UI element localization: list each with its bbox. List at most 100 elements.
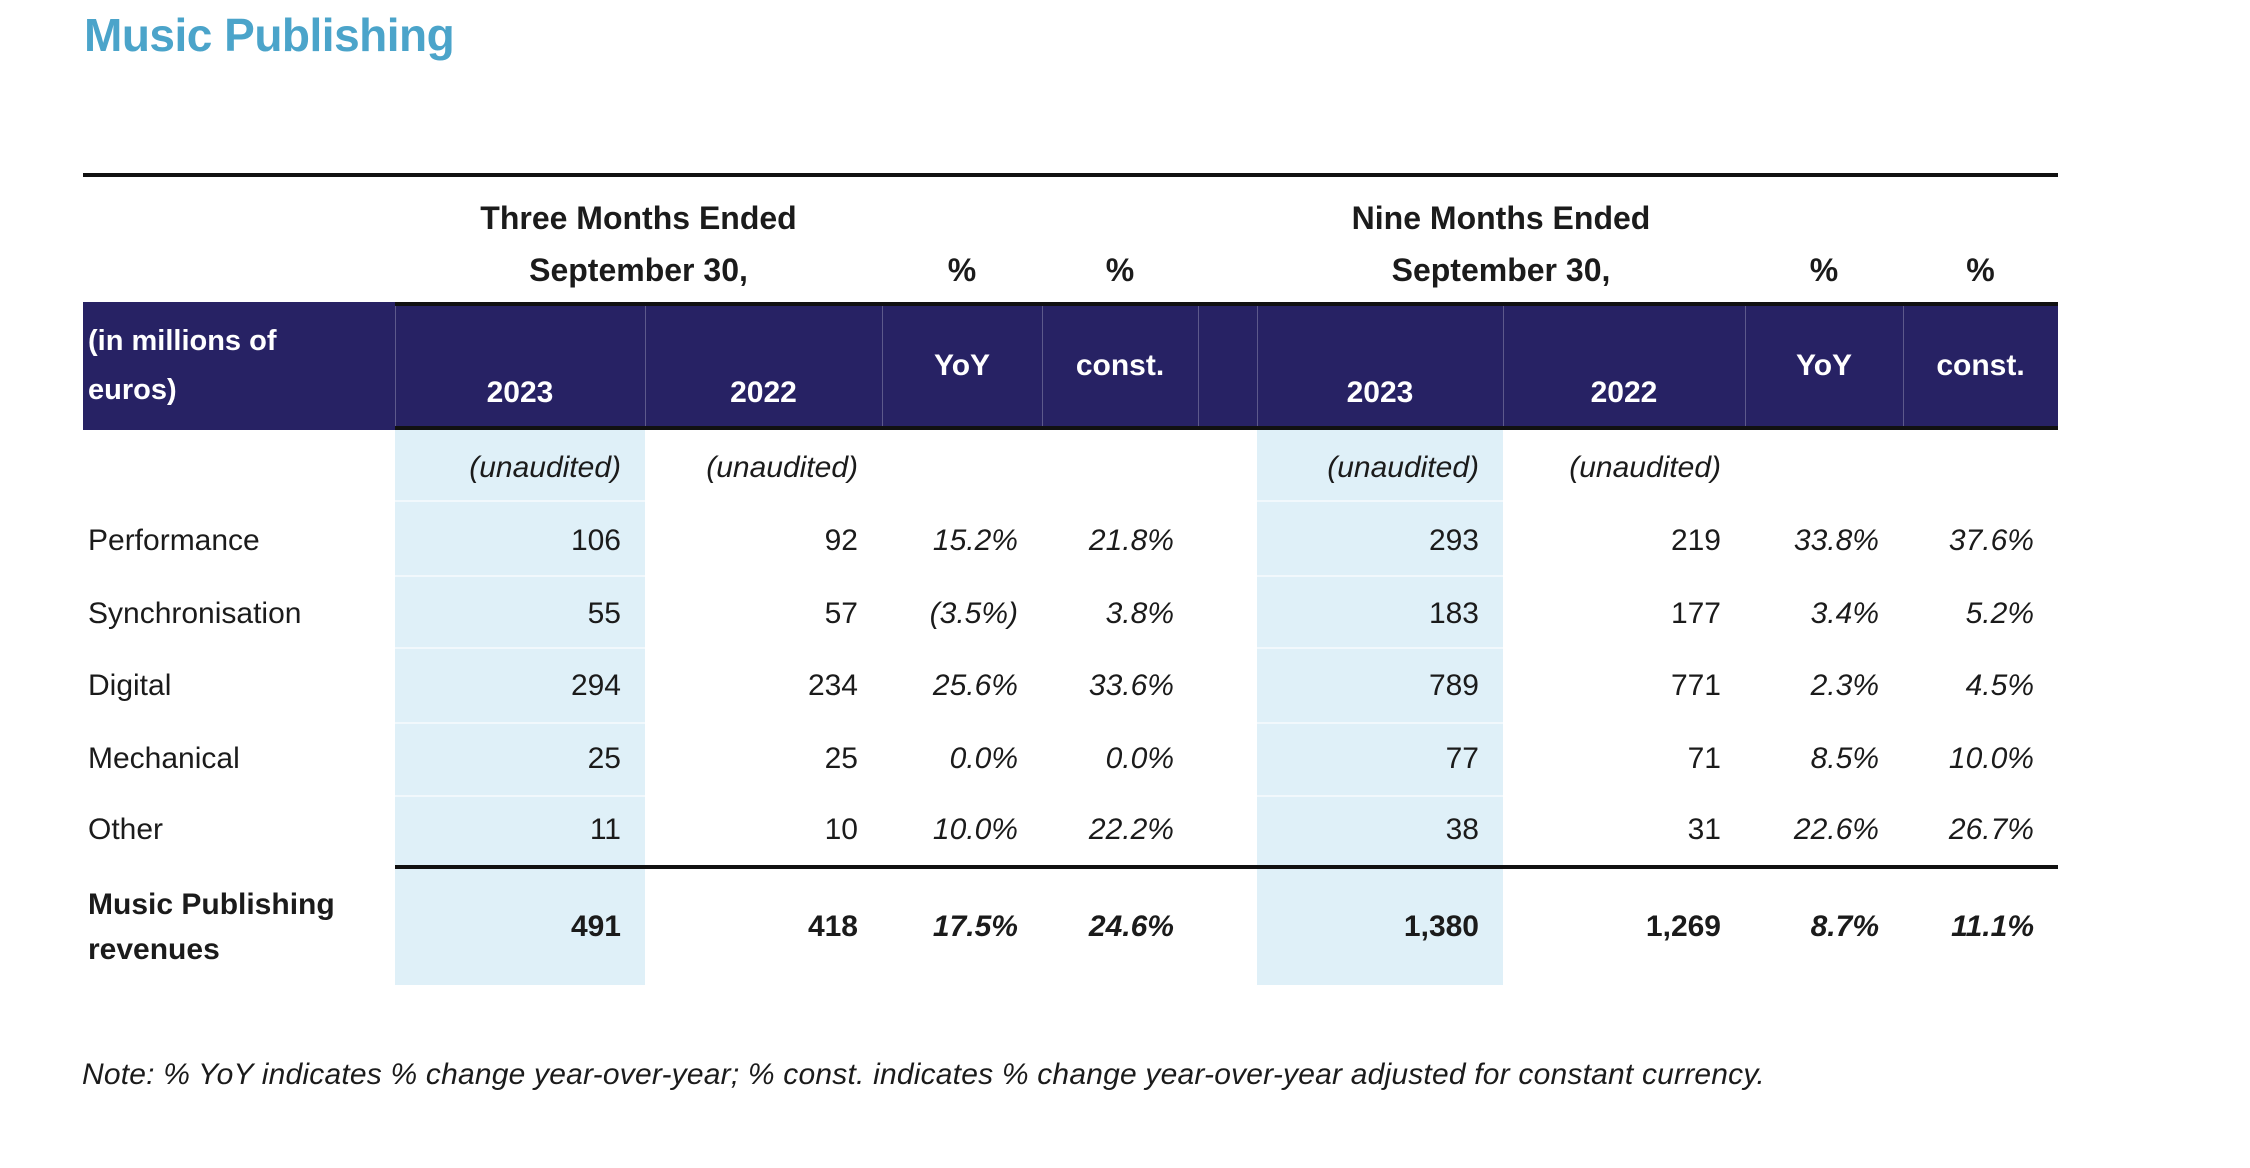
value-3m-const: 22.2% bbox=[1088, 813, 1174, 846]
value-9m-const: 10.0% bbox=[1948, 741, 2034, 775]
unit-label-line2: euros) bbox=[88, 374, 177, 406]
group-header-nine-months-date: September 30, bbox=[1391, 252, 1611, 288]
header-band bbox=[83, 302, 2058, 430]
highlight-column-9m-2023 bbox=[1257, 430, 1503, 985]
pct-header-9m-const: % bbox=[1966, 252, 1995, 288]
table-row: Other 11 10 10.0% 22.2% 38 31 22.6% 26.7… bbox=[83, 795, 2058, 865]
page-title: Music Publishing bbox=[84, 9, 455, 61]
table-row: Performance 106 92 15.2% 21.8% 293 219 3… bbox=[83, 505, 2058, 577]
value-9m-const: 26.7% bbox=[1948, 813, 2034, 846]
value-9m-yoy: 33.8% bbox=[1793, 524, 1879, 557]
row-separator bbox=[1257, 575, 1503, 577]
row-separator bbox=[1257, 500, 1503, 502]
revenue-table: Three Months Ended September 30, % % Nin… bbox=[83, 173, 2058, 985]
highlight-column-3m-2023 bbox=[395, 430, 645, 985]
row-separator bbox=[395, 722, 645, 724]
value-9m-2023: 789 bbox=[1428, 669, 1479, 702]
total-9m-2022: 1,269 bbox=[1645, 910, 1721, 943]
column-header-3m-const: const. bbox=[1075, 349, 1165, 382]
total-row-rule bbox=[395, 865, 2058, 869]
value-3m-yoy: 25.6% bbox=[932, 669, 1018, 702]
total-label-line2: revenues bbox=[88, 933, 220, 966]
value-9m-yoy: 3.4% bbox=[1810, 596, 1879, 630]
column-header-3m-2023: 2023 bbox=[486, 376, 554, 409]
total-3m-yoy: 17.5% bbox=[932, 910, 1018, 943]
column-header-9m-2022: 2022 bbox=[1590, 376, 1658, 409]
row-separator bbox=[395, 500, 645, 502]
table-row: Synchronisation 55 57 (3.5%) 3.8% 183 17… bbox=[83, 577, 2058, 650]
value-3m-yoy: (3.5%) bbox=[929, 596, 1018, 630]
value-9m-const: 5.2% bbox=[1965, 596, 2034, 630]
value-9m-yoy: 8.5% bbox=[1810, 741, 1879, 775]
table-row-unaudited: (unaudited) (unaudited) (unaudited) (una… bbox=[83, 430, 2058, 505]
column-header-3m-yoy: YoY bbox=[933, 349, 991, 382]
value-3m-2022: 92 bbox=[824, 524, 858, 557]
column-separator bbox=[1745, 306, 1746, 426]
column-separator bbox=[1903, 306, 1904, 426]
column-separator bbox=[645, 306, 646, 426]
value-3m-2023: 11 bbox=[589, 813, 621, 846]
value-3m-yoy: 10.0% bbox=[932, 813, 1018, 846]
value-3m-yoy: 15.2% bbox=[932, 524, 1018, 557]
value-9m-2022: 71 bbox=[1687, 741, 1721, 775]
value-9m-yoy: 22.6% bbox=[1793, 813, 1879, 846]
value-9m-const: 4.5% bbox=[1965, 669, 2034, 702]
column-separator bbox=[395, 306, 396, 426]
row-separator bbox=[1257, 722, 1503, 724]
total-3m-const: 24.6% bbox=[1088, 910, 1174, 943]
value-9m-2022: 771 bbox=[1670, 669, 1721, 702]
row-separator bbox=[1257, 647, 1503, 649]
value-3m-2022: 10 bbox=[824, 813, 858, 846]
value-3m-const: 0.0% bbox=[1105, 741, 1174, 775]
row-separator bbox=[395, 795, 645, 797]
total-row-label: Music Publishing revenues bbox=[83, 869, 395, 985]
total-9m-const: 11.1% bbox=[1951, 910, 2034, 943]
pct-header-3m-const: % bbox=[1105, 252, 1135, 288]
unaudited-note: (unaudited) bbox=[706, 450, 858, 484]
value-3m-2023: 294 bbox=[570, 669, 621, 702]
value-9m-2023: 183 bbox=[1428, 596, 1479, 630]
total-3m-2023: 491 bbox=[570, 910, 621, 943]
value-9m-2023: 293 bbox=[1428, 524, 1479, 557]
value-3m-yoy: 0.0% bbox=[949, 741, 1018, 775]
group-header-nine-months: Nine Months Ended bbox=[1351, 200, 1651, 236]
value-9m-2023: 38 bbox=[1445, 813, 1479, 846]
total-3m-2022: 418 bbox=[807, 910, 858, 943]
value-3m-2023: 55 bbox=[587, 596, 621, 630]
table-row: Mechanical 25 25 0.0% 0.0% 77 71 8.5% 10… bbox=[83, 722, 2058, 795]
footnote: Note: % YoY indicates % change year-over… bbox=[82, 1058, 1765, 1091]
value-3m-2023: 106 bbox=[570, 524, 621, 557]
total-label-line1: Music Publishing bbox=[88, 888, 335, 921]
value-3m-2023: 25 bbox=[587, 741, 621, 775]
value-9m-const: 37.6% bbox=[1948, 524, 2034, 557]
value-3m-const: 3.8% bbox=[1105, 596, 1174, 630]
unaudited-note: (unaudited) bbox=[1327, 450, 1479, 484]
column-header-9m-yoy: YoY bbox=[1795, 349, 1853, 382]
row-label: Synchronisation bbox=[88, 596, 302, 630]
row-label: Performance bbox=[88, 524, 260, 557]
value-9m-2022: 219 bbox=[1670, 524, 1721, 557]
value-9m-yoy: 2.3% bbox=[1810, 669, 1879, 702]
column-separator bbox=[1503, 306, 1504, 426]
unaudited-note: (unaudited) bbox=[469, 450, 621, 484]
unit-label: (in millions of euros) bbox=[83, 302, 395, 430]
column-header-9m-2023: 2023 bbox=[1346, 376, 1414, 409]
group-header-three-months: Three Months Ended bbox=[480, 200, 797, 236]
row-label: Digital bbox=[88, 669, 172, 702]
row-separator bbox=[395, 575, 645, 577]
unit-label-line1: (in millions of bbox=[88, 325, 277, 357]
row-label: Mechanical bbox=[88, 741, 240, 775]
table-row: Digital 294 234 25.6% 33.6% 789 771 2.3%… bbox=[83, 650, 2058, 722]
pct-header-9m-yoy: % bbox=[1809, 252, 1839, 288]
value-3m-const: 33.6% bbox=[1088, 669, 1174, 702]
column-separator bbox=[1198, 306, 1199, 426]
row-separator bbox=[395, 647, 645, 649]
column-separator bbox=[1042, 306, 1043, 426]
row-separator bbox=[1257, 795, 1503, 797]
column-header-9m-const: const. bbox=[1936, 349, 2025, 382]
value-9m-2022: 31 bbox=[1687, 813, 1721, 846]
value-9m-2023: 77 bbox=[1445, 741, 1479, 775]
pct-header-3m-yoy: % bbox=[947, 252, 977, 288]
group-header-three-months-date: September 30, bbox=[529, 252, 748, 288]
